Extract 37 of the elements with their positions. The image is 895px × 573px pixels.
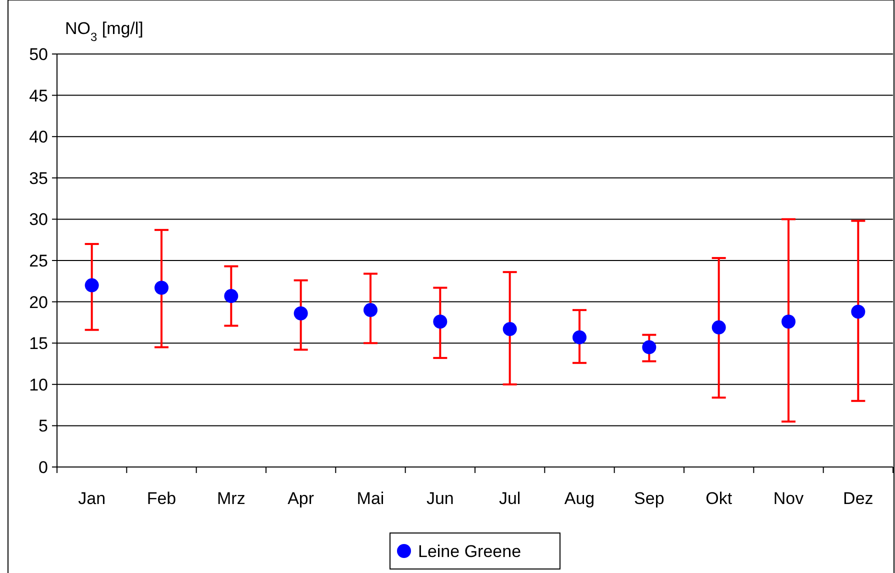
y-tick-label: 45: [29, 86, 48, 106]
point: [502, 322, 517, 336]
y-axis-title: NO$_{3}$ [mg/l]: [65, 19, 144, 44]
point: [154, 280, 168, 295]
point: [782, 314, 796, 329]
x-tick-label: Aug: [564, 489, 595, 508]
x-tick-label: Feb: [146, 489, 176, 508]
point: [851, 304, 866, 319]
y-tick-label: 15: [29, 334, 48, 354]
y-tick-label: 50: [29, 44, 48, 64]
point: [294, 306, 308, 320]
y-tick-label: 5: [38, 416, 48, 436]
x-tick-label: Mai: [356, 489, 384, 508]
y-tick-label: 0: [38, 458, 48, 477]
y-tick-label: 30: [29, 210, 48, 230]
point: [642, 340, 656, 354]
x-tick-label: Nov: [773, 489, 804, 508]
y-tick-label: 10: [29, 375, 48, 394]
y-tick-label: 25: [29, 251, 48, 270]
x-tick-label: Jul: [498, 489, 521, 508]
point: [433, 314, 448, 329]
x-tick-label: Jan: [78, 489, 106, 508]
y-tick-label: 40: [29, 128, 48, 147]
point: [224, 289, 238, 304]
x-tick-label: Mrz: [217, 489, 246, 508]
x-tick-label: Okt: [706, 489, 732, 508]
y-tick-label: 35: [29, 168, 48, 188]
legend-label: Leine Greene: [418, 542, 522, 561]
x-tick-label: Sep: [634, 489, 664, 508]
x-tick-label: Jun: [426, 489, 454, 508]
x-tick-label: Dez: [843, 489, 874, 508]
point: [712, 320, 726, 334]
y-tick-label: 20: [29, 292, 48, 312]
point: [572, 330, 586, 344]
point: [84, 278, 99, 292]
x-tick-label: Apr: [288, 489, 314, 508]
point: [364, 303, 378, 318]
